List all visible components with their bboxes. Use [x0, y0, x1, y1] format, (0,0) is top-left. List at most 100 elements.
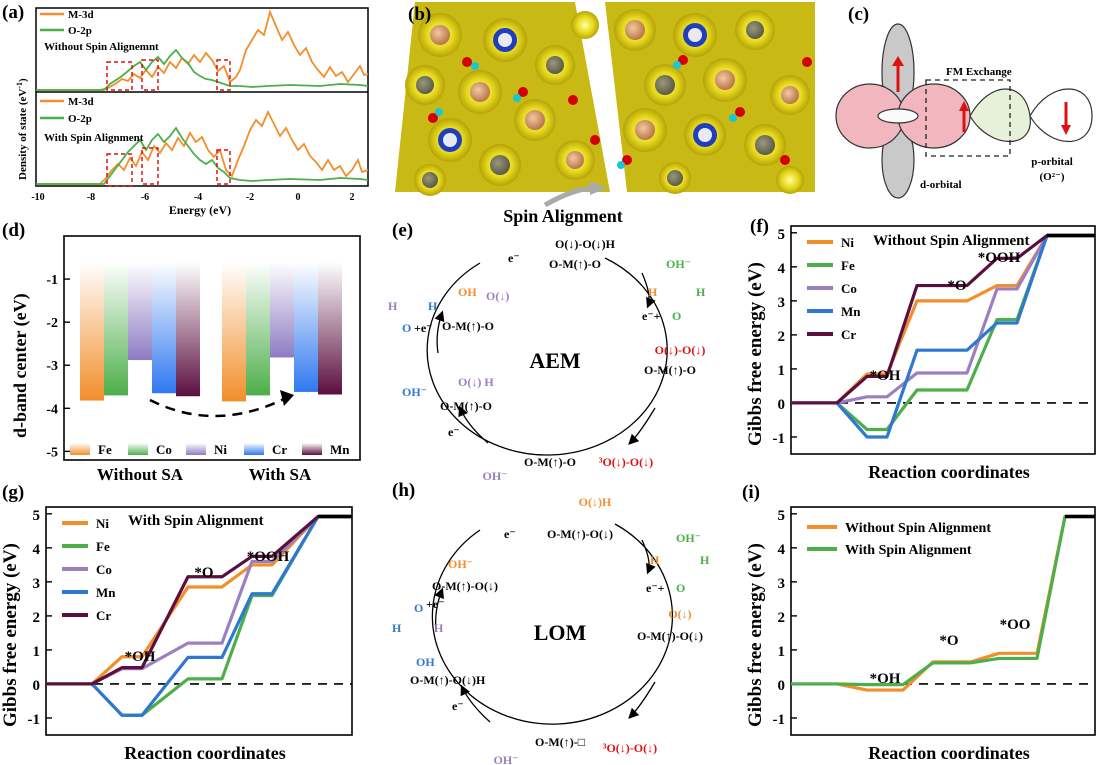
- gibbs-ytick-label: 3: [778, 576, 786, 592]
- gibbs-legend-label: Ni: [96, 516, 109, 531]
- gibbs-title: With Spin Alignment: [128, 513, 264, 529]
- gibbs-ylabel: Gibbs free energy (eV): [745, 262, 766, 446]
- panel-label-e: (e): [392, 220, 414, 241]
- dband-ytick-label: -1: [46, 273, 58, 288]
- gibbs-legend-label: Cr: [96, 608, 111, 623]
- aem-h2o-left-h2: H: [428, 299, 438, 313]
- panel-label-h: (h): [392, 480, 416, 501]
- dos-legend2-m3d: M-3d: [68, 96, 94, 108]
- dband-legend-swatch: [186, 443, 206, 455]
- gibbs-step-label: *OO: [1000, 617, 1031, 633]
- lom-upper-left-oh: OH⁻: [448, 557, 473, 571]
- lom-upper-left-m: O-M(↑)-O(↓): [432, 579, 498, 593]
- dband-group-label-with: With SA: [249, 465, 312, 484]
- gibbs-step-label: *OH: [125, 649, 156, 665]
- aem-arrow-r1: [641, 272, 656, 309]
- panel-label-b: (b): [408, 4, 432, 25]
- lom-e-top-left: e⁻: [504, 527, 516, 541]
- dband-legend-label: Mn: [330, 442, 350, 457]
- dband-shift-arrow: [149, 396, 287, 418]
- dband-bar-mn: [318, 261, 342, 395]
- dos-legend-m3d: M-3d: [68, 9, 94, 21]
- aem-top-intermediate: O(↓)-O(↓)H: [555, 237, 616, 251]
- gibbs-legend-label: With Spin Alignment: [845, 543, 972, 558]
- aem-right-top: O(↓)-O(↓): [655, 343, 706, 357]
- p-spin-down-arrowhead: [1061, 125, 1071, 135]
- dband-legend-swatch: [70, 443, 90, 455]
- lom-cycle-ring: [431, 523, 673, 725]
- gibbs-ytick-label: 1: [778, 363, 786, 379]
- lom-bottom-o3: ³O(↓)-O(↓): [603, 741, 657, 755]
- panel-a-dos-plot: M-3d O-2p Without Spin Alignemnt M-3d O-…: [15, 7, 369, 217]
- lom-arrow-r2: [628, 681, 656, 719]
- gibbs-ytick-label: 0: [778, 678, 786, 694]
- gibbs-ytick-label: 4: [778, 542, 786, 558]
- gibbs-ytick-label: 3: [33, 576, 41, 592]
- dos-bottom-m3d-curve: [36, 109, 369, 185]
- gibbs-ylabel: Gibbs free energy (eV): [0, 543, 21, 727]
- dband-frame: [63, 235, 361, 461]
- dband-bar-fe: [80, 261, 104, 401]
- dos-legend2-o2p: O-2p: [68, 113, 92, 125]
- dos-legend-o2p: O-2p: [68, 25, 92, 37]
- spin-density-atoms: [405, 9, 812, 196]
- aem-oh-left: OH⁻: [402, 385, 427, 399]
- dband-legend-label: Fe: [98, 442, 112, 457]
- gibbs-step-label: *O: [194, 565, 213, 581]
- spin-arrow-head: [590, 181, 607, 195]
- gibbs-legend-label: Without Spin Alignment: [845, 521, 991, 536]
- gibbs-legend-label: Fe: [841, 258, 855, 273]
- lom-oh-top-right: OH⁻: [676, 531, 701, 545]
- dos-ylabel: Density of state (eV-1): [15, 78, 29, 180]
- dband-legend: Fe Co Ni Cr Mn: [70, 442, 350, 457]
- gibbs-step-label: *OH: [870, 368, 901, 384]
- aem-upper-left-o: O(↓): [486, 289, 509, 303]
- gibbs-ytick-label: 4: [778, 261, 786, 277]
- panel-g-gibbs-chart: -1 0 1 2 3 4 5 Gibbs free energy (eV) Reaction c…: [0, 506, 353, 763]
- panel-label-c: (c): [848, 4, 870, 25]
- gibbs-ytick-label: 0: [33, 678, 41, 694]
- panel-h-lom-cycle: O(↓)H O-M(↑)-O(↓) OH⁻ H H e⁻+ O O(↓) O-M…: [392, 495, 710, 765]
- gibbs-series-mn: [791, 233, 1095, 439]
- gibbs-ytick-label: -1: [773, 712, 786, 728]
- gibbs-legend-label: Ni: [841, 235, 854, 250]
- aem-upper-left-m: O-M(↑)-O: [442, 319, 494, 333]
- panel-e-aem-cycle: O(↓)-O(↓)H O-M(↑)-O OH⁻ H H e⁻+ O O(↓)-O…: [388, 237, 706, 480]
- gibbs-step-label: *O: [947, 278, 966, 294]
- dos-top-highlight-3: [216, 59, 231, 91]
- dband-bar-co: [246, 261, 270, 396]
- dos-bottom-title: With Spin Alignment: [44, 132, 144, 144]
- gibbs-legend-label: Cr: [841, 327, 856, 342]
- lom-o-right: O: [676, 581, 685, 595]
- gibbs-ytick-label: 1: [33, 644, 41, 660]
- lom-e-plus: e⁻+: [646, 581, 665, 595]
- gibbs-legend-label: Co: [841, 281, 857, 296]
- gibbs-ytick-label: 3: [778, 295, 786, 311]
- gibbs-legend-label: Mn: [96, 585, 116, 600]
- dband-bar-cr: [152, 261, 176, 394]
- dband-yticks: -1 -2 -3 -4 -5: [46, 273, 70, 460]
- p-orbital-lobe-right: [1029, 88, 1093, 142]
- dos-frame: [35, 7, 369, 187]
- dband-legend-swatch: [128, 443, 148, 455]
- gibbs-ytick-label: 4: [33, 542, 41, 558]
- aem-h2o-h2: H: [696, 285, 706, 299]
- gibbs-xlabel: Reaction coordinates: [868, 743, 1029, 763]
- dband-legend-label: Cr: [272, 442, 287, 457]
- aem-h2o-left-h1: H: [388, 299, 398, 313]
- dband-legend-swatch: [244, 443, 264, 455]
- panel-i-gibbs-chart: -1 0 1 2 3 4 5 Gibbs free energy (eV) Reaction c…: [745, 506, 1096, 763]
- dband-ytick-label: -5: [46, 445, 58, 460]
- lom-h2o-h2: H: [700, 553, 710, 567]
- aem-arrow-l2: [434, 310, 445, 354]
- lom-oh-bottom: OH⁻: [493, 753, 518, 765]
- gibbs-ytick-label: 0: [778, 397, 786, 413]
- lom-center-label: LOM: [534, 620, 587, 645]
- gibbs-ytick-label: 1: [778, 644, 786, 660]
- gibbs-step-label: *OOH: [247, 549, 290, 565]
- dband-bar-co: [104, 261, 128, 396]
- fm-exchange-label: FM Exchange: [946, 66, 1012, 78]
- gibbs-ytick-label: -1: [28, 712, 41, 728]
- fm-spin-up-arrowhead: [959, 101, 969, 111]
- panel-label-i: (i): [742, 482, 760, 503]
